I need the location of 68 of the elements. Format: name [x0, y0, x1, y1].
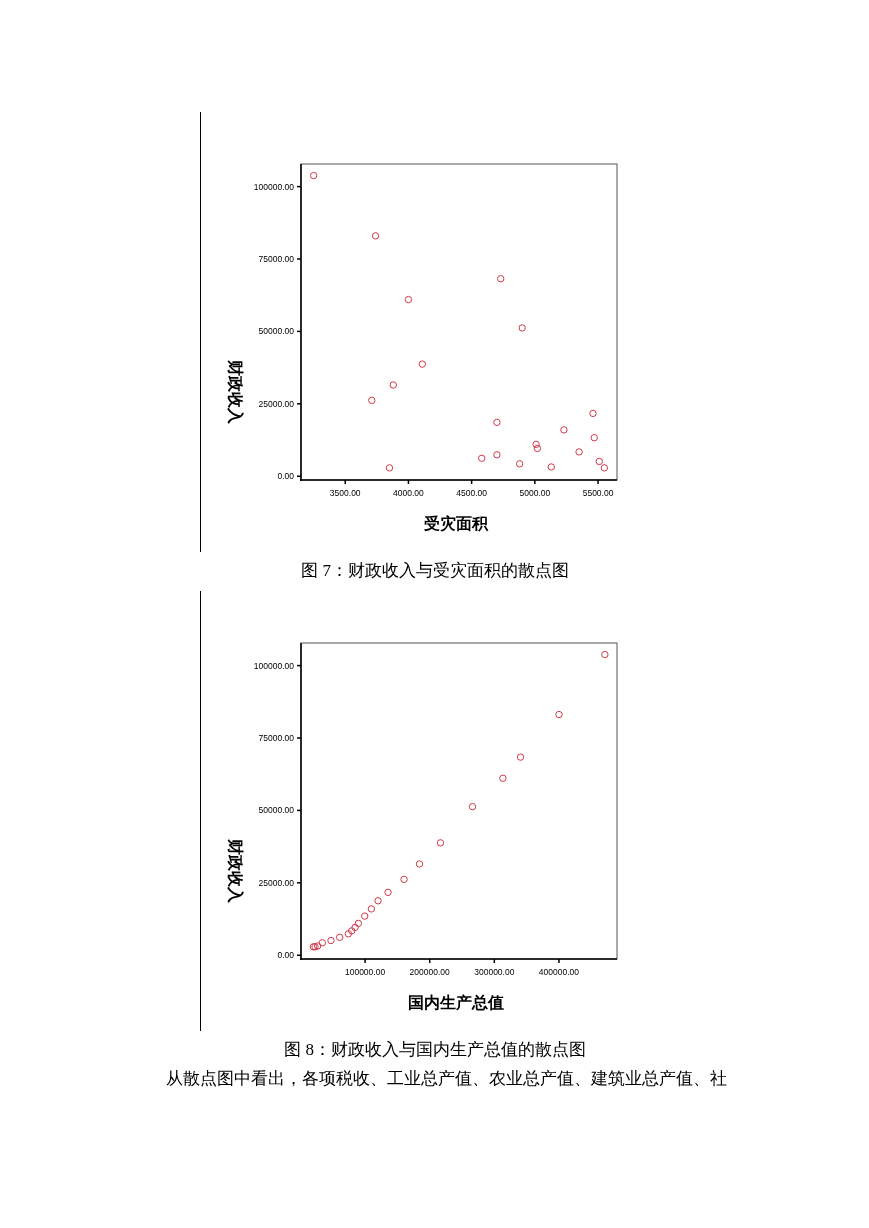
text: 图 7：财政收入与受灾面积的散点图 [301, 561, 569, 580]
y-tick-label: 100000.00 [253, 181, 295, 192]
point [532, 440, 540, 449]
point [515, 460, 524, 468]
point [374, 897, 382, 905]
y-tick-label: 100000.00 [253, 660, 295, 671]
text: 图 8：财政收入与国内生产总值的散点图 [284, 1040, 586, 1059]
point [368, 396, 376, 405]
point [478, 454, 486, 462]
x-tick-label: 400000.00 [538, 967, 580, 977]
x-tick-label: 4500.00 [456, 488, 488, 498]
point [384, 888, 392, 897]
point [367, 905, 376, 913]
point [436, 839, 445, 847]
y-tick-label: 75000.00 [258, 733, 295, 743]
point [590, 434, 598, 442]
y-tick-label: 25000.00 [258, 877, 295, 888]
x-tick-label: 200000.00 [409, 967, 451, 977]
point [595, 457, 603, 466]
point [309, 171, 318, 180]
point [404, 295, 413, 304]
point [560, 426, 568, 434]
point [351, 923, 359, 932]
point [344, 930, 353, 938]
point [348, 927, 356, 935]
y-tick-label: 0.00 [277, 471, 295, 482]
point [575, 448, 583, 456]
y-tick-label: 75000.00 [258, 254, 295, 264]
x-tick-label: 300000.00 [474, 967, 515, 977]
point [468, 802, 477, 811]
x-tick-label: 4000.00 [393, 488, 425, 498]
y-tick-label: 25000.00 [258, 398, 295, 409]
point [318, 939, 327, 947]
point [336, 933, 344, 941]
point [418, 360, 427, 368]
point [493, 418, 501, 427]
x-tick-label: 100000.00 [344, 967, 386, 977]
point [385, 464, 394, 472]
y-tick-label: 50000.00 [258, 326, 295, 337]
x-tick-label: 3500.00 [329, 488, 361, 498]
point [361, 912, 369, 920]
x-axis-title: 国内生产总值 [408, 994, 504, 1011]
point [547, 463, 555, 471]
point [354, 919, 363, 928]
point [313, 942, 322, 950]
point [415, 860, 424, 868]
point [499, 774, 507, 782]
point [493, 451, 501, 459]
text: 从散点图中看出，各项税收、工业总产值、农业总产值、建筑业总产值、社 [166, 1069, 727, 1088]
point [400, 875, 408, 884]
point [600, 464, 609, 472]
point [589, 409, 597, 418]
y-axis-title: 财政收入 [227, 838, 244, 904]
point [327, 936, 335, 945]
point [555, 710, 563, 719]
point [601, 650, 609, 659]
y-axis-title: 财政收入 [227, 359, 244, 425]
point [371, 232, 380, 240]
point [518, 324, 526, 332]
y-tick-label: 50000.00 [258, 805, 295, 816]
x-axis-title: 受灾面积 [423, 514, 489, 532]
point [516, 753, 525, 761]
x-tick-label: 5500.00 [582, 488, 614, 498]
x-tick-label: 5000.00 [519, 488, 551, 498]
y-tick-label: 0.00 [277, 950, 295, 961]
point [497, 275, 505, 283]
point [533, 444, 542, 453]
point [389, 381, 397, 389]
